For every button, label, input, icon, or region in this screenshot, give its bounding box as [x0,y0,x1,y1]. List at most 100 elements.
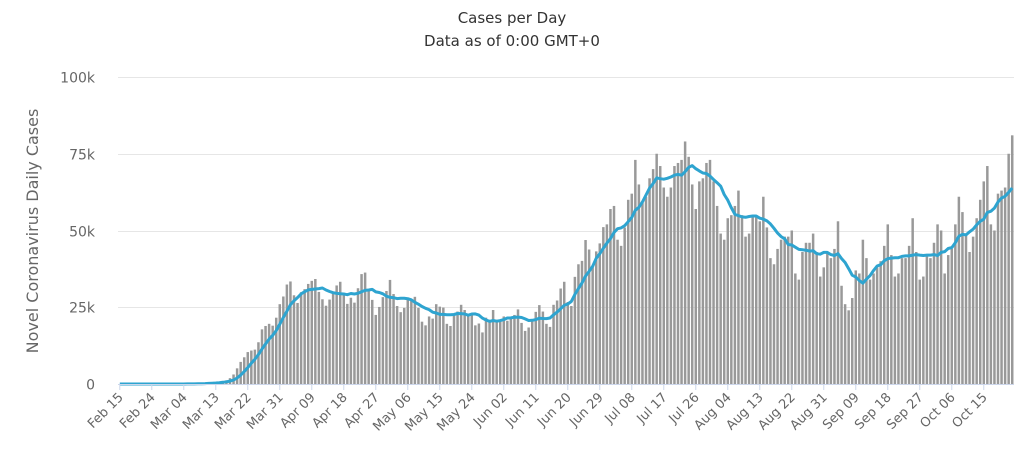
daily-cases-bar[interactable] [498,321,502,384]
daily-cases-bar[interactable] [274,317,278,384]
daily-cases-bar[interactable] [299,292,303,384]
daily-cases-bar[interactable] [932,242,936,384]
daily-cases-bar[interactable] [943,273,946,384]
daily-cases-bar[interactable] [1007,153,1010,384]
daily-cases-bar[interactable] [989,224,993,384]
daily-cases-bar[interactable] [1010,135,1014,384]
daily-cases-bar[interactable] [548,326,552,384]
daily-cases-bar[interactable] [520,322,523,384]
daily-cases-bar[interactable] [363,272,367,384]
daily-cases-bar[interactable] [922,276,925,384]
daily-cases-bar[interactable] [996,193,1000,384]
daily-cases-bar[interactable] [253,349,257,384]
daily-cases-bar[interactable] [406,299,410,384]
daily-cases-bar[interactable] [552,304,555,384]
daily-cases-bar[interactable] [392,294,395,384]
daily-cases-bar[interactable] [993,230,996,385]
daily-cases-bar[interactable] [811,233,815,384]
daily-cases-bar[interactable] [317,291,321,384]
daily-cases-bar[interactable] [331,292,335,384]
daily-cases-bar[interactable] [385,290,388,384]
daily-cases-bar[interactable] [904,258,907,384]
daily-cases-bar[interactable] [978,199,982,384]
daily-cases-bar[interactable] [562,281,566,384]
daily-cases-bar[interactable] [353,302,356,384]
daily-cases-bar[interactable] [687,156,690,384]
daily-cases-bar[interactable] [374,314,378,384]
daily-cases-bar[interactable] [303,289,306,384]
daily-cases-bar[interactable] [875,267,879,384]
daily-cases-bar[interactable] [897,273,900,384]
daily-cases-bar[interactable] [388,279,392,384]
daily-cases-bar[interactable] [530,319,534,384]
daily-cases-bar[interactable] [914,251,918,384]
daily-cases-bar[interactable] [417,307,420,384]
daily-cases-bar[interactable] [840,285,843,384]
daily-cases-bar[interactable] [843,304,847,384]
daily-cases-bar[interactable] [285,284,289,384]
daily-cases-bar[interactable] [541,311,545,384]
daily-cases-bar[interactable] [644,196,648,384]
daily-cases-bar[interactable] [506,320,509,384]
daily-cases-bar[interactable] [584,240,587,384]
daily-cases-bar[interactable] [964,233,968,384]
daily-cases-bar[interactable] [477,323,481,384]
daily-cases-bar[interactable] [946,255,950,384]
daily-cases-bar[interactable] [609,209,612,384]
daily-cases-bar[interactable] [708,159,712,384]
daily-cases-bar[interactable] [346,303,349,384]
daily-cases-bar[interactable] [314,279,317,384]
daily-cases-bar[interactable] [573,276,577,384]
daily-cases-bar[interactable] [712,181,715,384]
daily-cases-bar[interactable] [829,258,833,384]
daily-cases-bar[interactable] [491,310,495,384]
daily-cases-bar[interactable] [690,184,694,384]
daily-cases-bar[interactable] [740,215,744,384]
daily-cases-bar[interactable] [310,280,314,384]
daily-cases-bar[interactable] [605,224,609,384]
daily-cases-bar[interactable] [634,159,637,384]
daily-cases-bar[interactable] [673,166,676,384]
daily-cases-bar[interactable] [648,178,651,384]
daily-cases-bar[interactable] [474,325,477,384]
daily-cases-bar[interactable] [360,274,363,384]
daily-cases-bar[interactable] [715,205,719,384]
daily-cases-bar[interactable] [900,258,904,384]
daily-cases-bar[interactable] [267,323,271,384]
daily-cases-bar[interactable] [705,162,708,384]
daily-cases-bar[interactable] [420,321,424,384]
daily-cases-bar[interactable] [587,249,591,384]
daily-cases-bar[interactable] [321,299,324,384]
daily-cases-bar[interactable] [925,255,929,384]
daily-cases-bar[interactable] [954,224,957,384]
daily-cases-bar[interactable] [890,255,893,384]
daily-cases-bar[interactable] [438,306,442,384]
daily-cases-bar[interactable] [459,304,463,384]
daily-cases-bar[interactable] [865,258,868,384]
daily-cases-bar[interactable] [783,236,786,384]
daily-cases-bar[interactable] [882,245,886,384]
daily-cases-bar[interactable] [495,319,498,384]
daily-cases-bar[interactable] [730,215,733,384]
daily-cases-bar[interactable] [790,230,794,385]
daily-cases-bar[interactable] [410,298,413,384]
daily-cases-bar[interactable] [680,159,683,384]
daily-cases-bar[interactable] [306,283,310,384]
daily-cases-bar[interactable] [264,325,267,384]
daily-cases-bar[interactable] [847,310,850,384]
daily-cases-bar[interactable] [683,141,687,384]
daily-cases-bar[interactable] [538,305,541,384]
daily-cases-bar[interactable] [641,202,644,384]
daily-cases-bar[interactable] [555,300,559,385]
daily-cases-bar[interactable] [651,169,655,384]
daily-cases-bar[interactable] [726,218,730,384]
daily-cases-bar[interactable] [918,279,922,384]
daily-cases-bar[interactable] [786,236,790,384]
daily-cases-bar[interactable] [776,248,779,384]
daily-cases-bar[interactable] [698,181,701,384]
daily-cases-bar[interactable] [968,251,971,384]
daily-cases-bar[interactable] [794,273,797,384]
daily-cases-bar[interactable] [427,316,431,384]
daily-cases-bar[interactable] [466,315,470,384]
daily-cases-bar[interactable] [986,166,989,384]
